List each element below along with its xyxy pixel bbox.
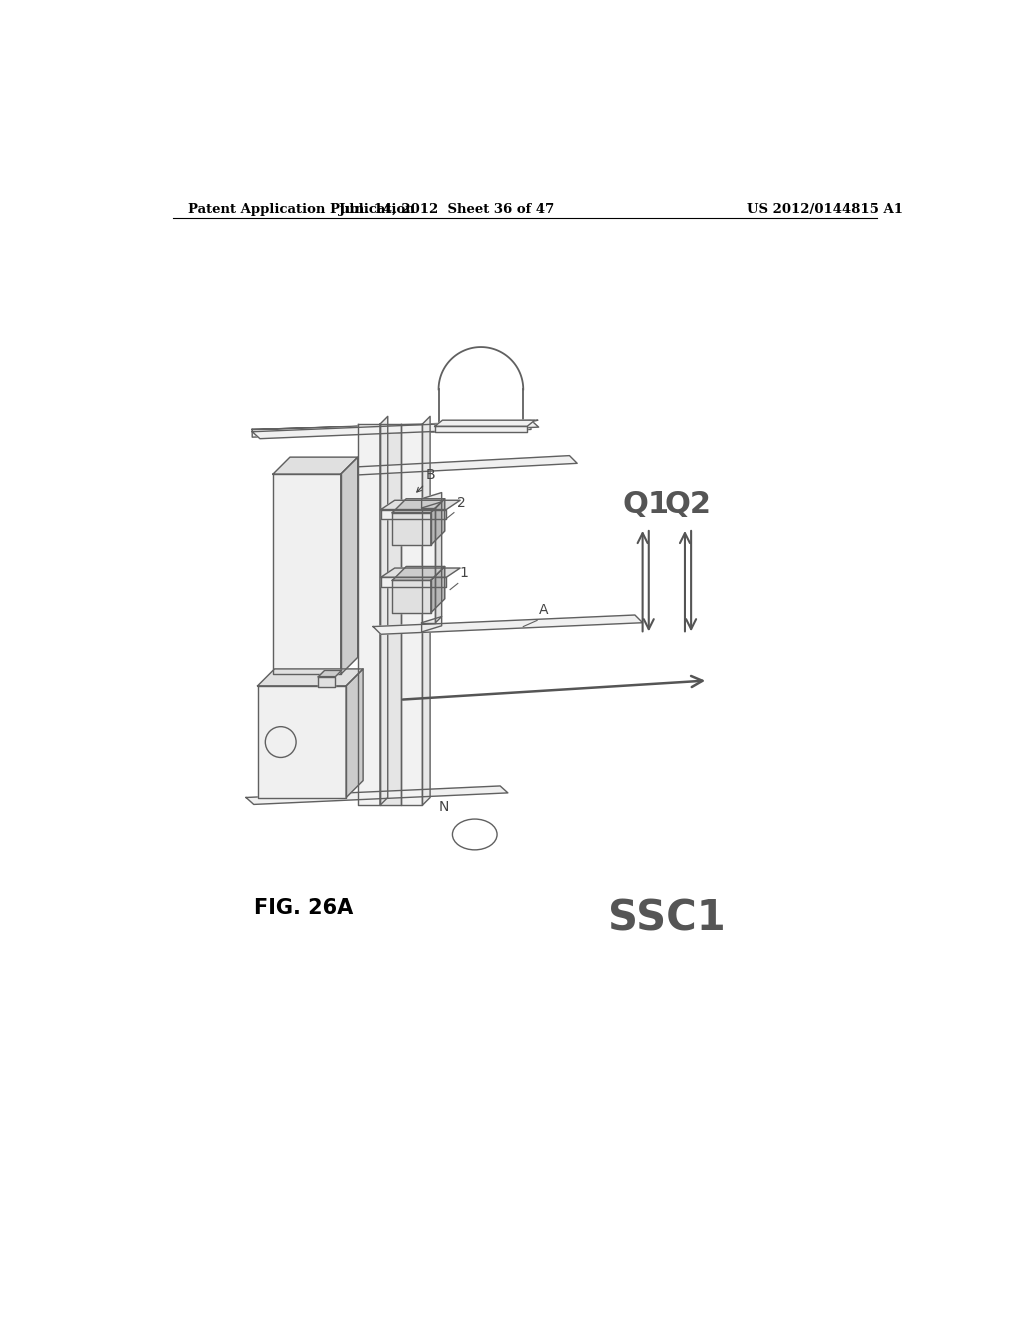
Polygon shape [273,457,357,474]
Polygon shape [337,455,578,475]
Text: B: B [425,467,435,482]
Polygon shape [318,677,336,688]
Text: A: A [539,603,548,618]
Polygon shape [318,671,342,677]
Polygon shape [246,785,508,804]
Text: 1: 1 [460,566,468,581]
Polygon shape [422,508,435,623]
Polygon shape [392,512,431,545]
Polygon shape [392,499,444,512]
Polygon shape [422,416,430,805]
Polygon shape [380,424,400,805]
Polygon shape [431,566,444,612]
Text: Patent Application Publication: Patent Application Publication [188,203,415,216]
Polygon shape [422,492,441,508]
Polygon shape [400,424,422,805]
Polygon shape [381,500,460,510]
Ellipse shape [453,818,497,850]
Text: Q1: Q1 [623,490,670,519]
Polygon shape [252,420,538,429]
Polygon shape [381,510,446,519]
Polygon shape [252,420,539,438]
Polygon shape [346,669,364,797]
Polygon shape [341,457,357,675]
Polygon shape [392,581,431,612]
Polygon shape [435,426,527,432]
Polygon shape [435,502,441,623]
Polygon shape [431,499,444,545]
Polygon shape [381,568,460,577]
Polygon shape [273,474,341,675]
Text: 2: 2 [457,495,466,510]
Text: US 2012/0144815 A1: US 2012/0144815 A1 [746,203,902,216]
Text: SSC1: SSC1 [608,898,726,940]
Polygon shape [392,566,444,581]
Polygon shape [358,424,380,805]
Polygon shape [258,669,364,686]
Text: Q2: Q2 [665,490,712,519]
Text: N: N [438,800,449,814]
Text: Jun. 14, 2012  Sheet 36 of 47: Jun. 14, 2012 Sheet 36 of 47 [339,203,554,216]
Polygon shape [258,686,346,797]
Polygon shape [422,616,441,632]
Polygon shape [380,416,388,805]
Polygon shape [381,577,446,586]
Polygon shape [435,420,535,426]
Text: FIG. 26A: FIG. 26A [254,898,353,917]
Polygon shape [373,615,643,635]
Polygon shape [252,422,531,437]
